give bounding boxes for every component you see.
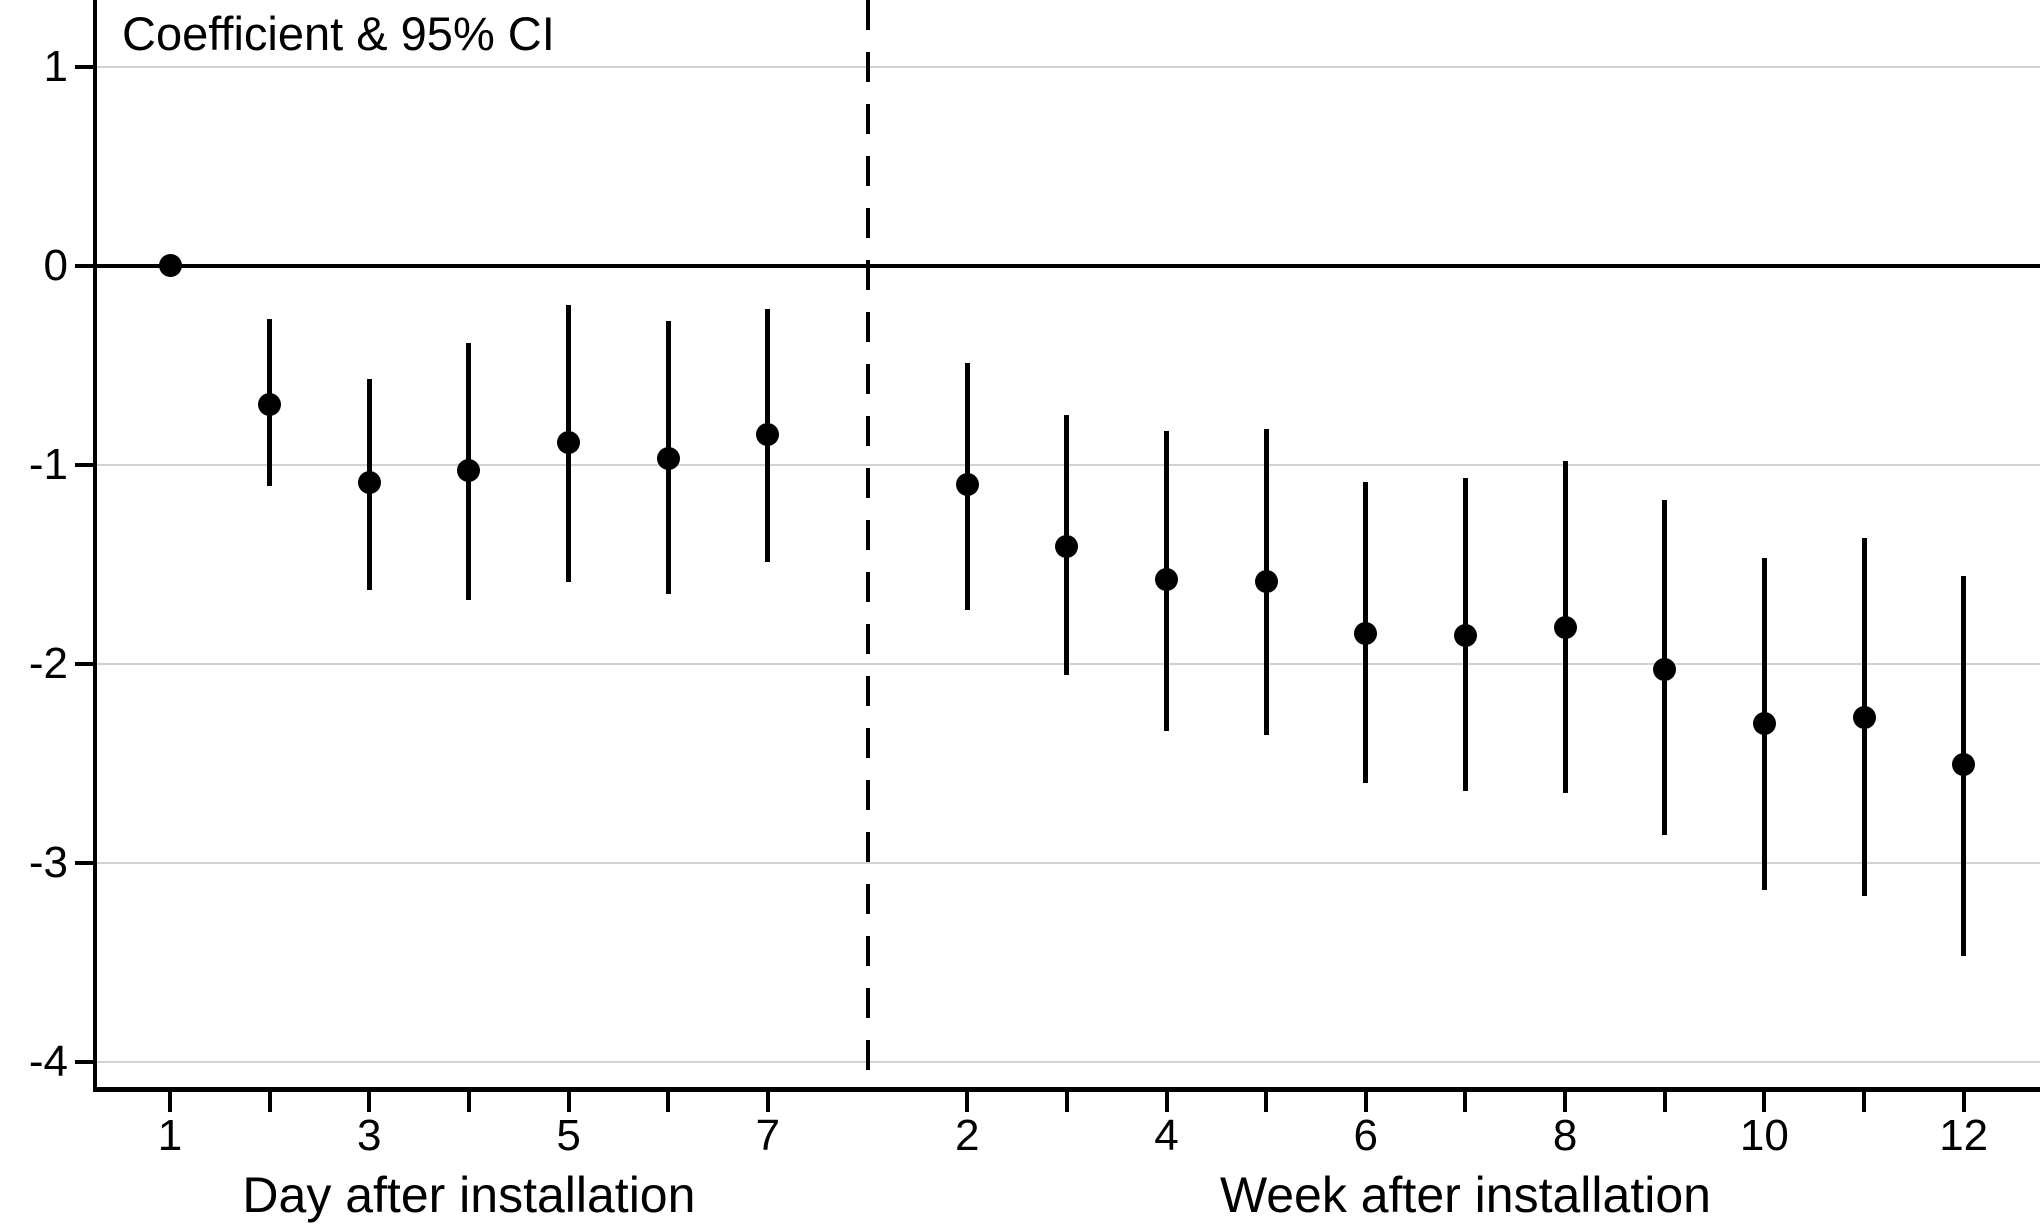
x-axis-line — [93, 1087, 2040, 1092]
x-axis-tick-label: 2 — [954, 1111, 980, 1160]
coefficient-point — [1254, 570, 1278, 594]
coefficient-point — [955, 472, 979, 496]
coefficient-point — [1852, 705, 1876, 729]
coefficient-point — [1155, 568, 1178, 592]
section-divider-dashed-line — [865, 0, 870, 1089]
coefficient-point — [1354, 622, 1378, 646]
x-axis-tick-label: 8 — [1552, 1111, 1578, 1160]
coefficient-point — [557, 431, 581, 455]
coefficient-point — [1952, 753, 1976, 777]
y-gridline — [95, 65, 2040, 68]
x-axis-tick-label: 12 — [1939, 1111, 1989, 1160]
y-axis-tick — [75, 462, 95, 467]
x-axis-tick — [1463, 1092, 1468, 1112]
coefficient-point — [656, 447, 680, 471]
y-axis-tick — [75, 860, 95, 865]
x-axis-tick-label: 4 — [1154, 1111, 1179, 1160]
x-axis-tick — [1762, 1092, 1767, 1112]
x-axis-tick — [1064, 1092, 1069, 1112]
x-axis-tick — [1961, 1092, 1966, 1112]
coefficient-point — [357, 470, 381, 494]
x-axis-title-day: Day after installation — [242, 1167, 696, 1223]
x-axis-tick — [1264, 1092, 1269, 1112]
coefficient-point — [1653, 657, 1677, 681]
x-axis-title-week: Week after installation — [1219, 1167, 1711, 1223]
y-gridline — [95, 861, 2040, 864]
coefficient-point — [1752, 711, 1776, 735]
x-axis-tick — [1862, 1092, 1867, 1112]
y-axis-tick-label: 1 — [43, 41, 68, 91]
y-axis-line — [93, 0, 97, 1091]
x-axis-tick-label: 3 — [357, 1111, 382, 1160]
coefficient-point — [158, 254, 182, 277]
x-axis-tick — [1363, 1092, 1368, 1112]
x-axis-tick — [666, 1092, 671, 1112]
x-axis-tick — [965, 1092, 970, 1112]
y-axis-tick-label: -4 — [28, 1036, 68, 1086]
y-axis-tick — [75, 1059, 95, 1064]
coefficient-point — [1453, 624, 1477, 648]
x-axis-tick-label: 7 — [755, 1111, 781, 1160]
x-axis-tick-label: 5 — [556, 1111, 581, 1160]
x-axis-tick — [1164, 1092, 1169, 1112]
x-axis-tick — [765, 1092, 770, 1112]
coefficient-point — [1055, 534, 1079, 558]
x-axis-tick — [1662, 1092, 1667, 1112]
x-axis-tick — [1563, 1092, 1568, 1112]
x-axis-tick-label: 10 — [1739, 1111, 1789, 1160]
x-axis-tick — [168, 1092, 172, 1112]
coefficient-point — [756, 423, 780, 447]
x-axis-tick — [566, 1092, 571, 1112]
coefficient-point — [258, 393, 282, 417]
x-axis-tick-label: 1 — [157, 1111, 183, 1160]
coefficient-point — [457, 458, 481, 482]
x-axis-tick — [267, 1092, 272, 1112]
y-axis-tick — [75, 661, 95, 666]
y-gridline — [95, 1060, 2040, 1063]
x-axis-tick — [367, 1092, 372, 1112]
y-axis-tick — [75, 64, 95, 69]
y-axis-tick — [75, 263, 95, 268]
coefficient-point — [1553, 616, 1577, 640]
y-axis-tick-label: -3 — [28, 837, 68, 887]
plot-title: Coefficient & 95% CI — [122, 7, 555, 60]
y-axis-tick-label: 0 — [43, 240, 68, 290]
x-axis-tick-label: 6 — [1353, 1111, 1379, 1160]
x-axis-tick — [466, 1092, 471, 1112]
y-axis-tick-label: -1 — [28, 439, 68, 489]
zero-reference-line — [93, 263, 2040, 268]
y-axis-tick-label: -2 — [28, 638, 68, 688]
